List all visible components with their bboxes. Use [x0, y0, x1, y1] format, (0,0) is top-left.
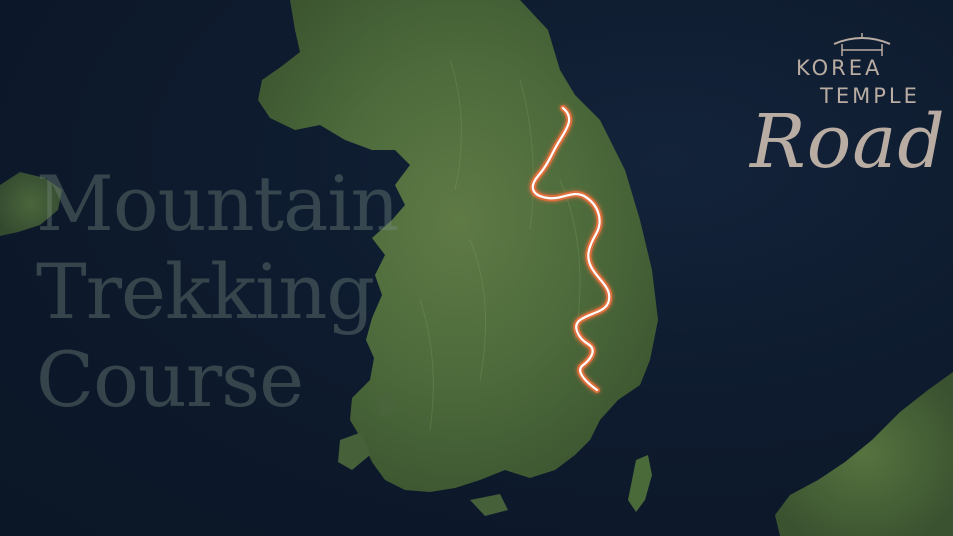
southwest-island — [338, 432, 370, 470]
course-title: Mountain Trekking Course — [36, 160, 436, 424]
title-line-2: Trekking — [36, 247, 375, 336]
north-peninsula-landmass — [258, 0, 658, 492]
china-shandong-landmass — [0, 172, 62, 236]
trekking-route-core — [531, 106, 611, 392]
west-island — [375, 392, 396, 418]
tsushima-island — [628, 455, 652, 512]
title-line-1: Mountain — [36, 159, 400, 248]
south-island — [470, 494, 508, 516]
japan-landmass — [775, 372, 953, 536]
title-line-3: Course — [36, 335, 304, 424]
logo-word-temple: TEMPLE — [820, 84, 920, 108]
korea-temple-road-logo: KOREA TEMPLE Road — [742, 30, 945, 190]
logo-word-road: Road — [750, 99, 946, 185]
temple-roof-icon — [833, 33, 891, 56]
logo-word-korea: KOREA — [796, 56, 883, 80]
